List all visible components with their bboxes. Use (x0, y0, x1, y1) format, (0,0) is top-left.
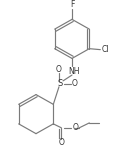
Text: NH: NH (68, 67, 79, 76)
Text: S: S (57, 79, 62, 88)
Text: O: O (58, 138, 64, 147)
Text: O: O (56, 65, 61, 74)
Text: O: O (71, 79, 77, 88)
Text: F: F (69, 0, 74, 9)
Text: O: O (72, 123, 78, 132)
Text: Cl: Cl (101, 45, 108, 54)
